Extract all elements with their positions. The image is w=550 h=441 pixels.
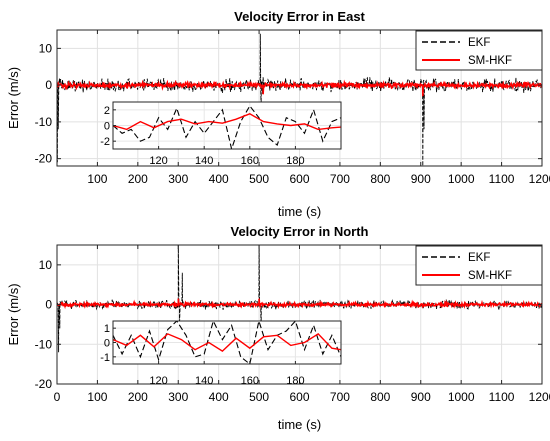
legend-box xyxy=(415,245,543,286)
inset-x-tick-label: 120 xyxy=(149,375,167,387)
x-tick-label: 700 xyxy=(330,172,350,186)
series-line-sm-hkf xyxy=(57,298,542,310)
x-tick-label: 500 xyxy=(249,390,269,404)
chart-panel-1: 1002003004005006007008009001000110012001… xyxy=(6,9,550,219)
y-tick-label: -10 xyxy=(35,115,53,129)
x-tick-label: 100 xyxy=(87,390,107,404)
x-tick-label: 1100 xyxy=(489,172,515,186)
inset-x-tick-label: 140 xyxy=(195,155,213,167)
x-tick-label: 0 xyxy=(54,390,61,404)
x-tick-label: 800 xyxy=(370,390,390,404)
y-axis-label: Error (m/s) xyxy=(6,67,21,129)
y-tick-label: 0 xyxy=(45,298,52,312)
inset-y-tick-label: 0 xyxy=(104,121,110,133)
inset-x-tick-label: 160 xyxy=(241,155,259,167)
legend-label-ekf: EKF xyxy=(468,252,490,264)
x-tick-label: 500 xyxy=(249,172,269,186)
legend-label-sm-hkf: SM-HKF xyxy=(468,55,512,67)
y-tick-label: -20 xyxy=(35,377,53,391)
x-tick-label: 1000 xyxy=(448,390,475,404)
chart-title: Velocity Error in North xyxy=(231,224,369,239)
inset-plot: 120 140 160 180 2 0 -2 xyxy=(100,101,342,167)
series-line-ekf xyxy=(57,245,542,353)
x-tick-label: 400 xyxy=(209,390,229,404)
x-tick-label: 600 xyxy=(289,390,309,404)
legend-label-ekf: EKF xyxy=(468,37,490,49)
legend-label-sm-hkf: SM-HKF xyxy=(468,270,512,282)
x-tick-label: 900 xyxy=(411,390,431,404)
x-axis-label: time (s) xyxy=(278,417,321,432)
inset-series-line-sm-hkf xyxy=(113,333,341,352)
series-line-sm-hkf xyxy=(57,79,542,97)
y-axis-label: Error (m/s) xyxy=(6,283,21,345)
inset-x-tick-label: 180 xyxy=(286,155,304,167)
x-tick-label: 200 xyxy=(128,390,148,404)
inset-y-tick-label: -2 xyxy=(100,136,110,148)
inset-series-line-ekf xyxy=(113,321,341,364)
inset-y-tick-label: 0 xyxy=(104,338,110,350)
x-tick-label: 1000 xyxy=(448,172,475,186)
chart-panel-2: 0100200300400500600700800900100011001200… xyxy=(6,224,550,432)
legend-box xyxy=(415,30,543,71)
y-tick-label: 0 xyxy=(45,78,52,92)
x-tick-label: 1200 xyxy=(529,172,550,186)
x-tick-label: 1200 xyxy=(529,390,550,404)
x-tick-label: 800 xyxy=(370,172,390,186)
legend: EKF SM-HKF xyxy=(415,245,543,286)
inset-x-tick-label: 160 xyxy=(241,375,259,387)
x-tick-label: 300 xyxy=(168,172,188,186)
x-tick-label: 200 xyxy=(128,172,148,186)
inset-series-line-sm-hkf xyxy=(113,113,341,131)
x-tick-label: 400 xyxy=(209,172,229,186)
inset-y-tick-label: 2 xyxy=(104,105,110,117)
x-tick-label: 100 xyxy=(87,172,107,186)
inset-plot: 120 140 160 180 1 0 -1 xyxy=(100,320,342,387)
x-tick-label: 600 xyxy=(289,172,309,186)
y-tick-label: 10 xyxy=(39,258,53,272)
x-tick-label: 700 xyxy=(330,390,350,404)
x-axis-label: time (s) xyxy=(278,204,321,219)
inset-y-tick-label: -1 xyxy=(100,352,110,364)
x-tick-label: 300 xyxy=(168,390,188,404)
y-tick-label: -10 xyxy=(35,337,53,351)
inset-y-tick-label: 1 xyxy=(104,323,110,335)
chart-title: Velocity Error in East xyxy=(234,9,365,24)
inset-series-line-ekf xyxy=(113,104,341,149)
x-tick-label: 1100 xyxy=(489,390,515,404)
x-tick-label: 900 xyxy=(411,172,431,186)
inset-x-tick-label: 140 xyxy=(195,375,213,387)
y-tick-label: 10 xyxy=(39,41,53,55)
inset-x-tick-label: 180 xyxy=(286,375,304,387)
legend: EKF SM-HKF xyxy=(415,30,543,71)
inset-x-tick-label: 120 xyxy=(149,155,167,167)
y-tick-label: -20 xyxy=(35,152,53,166)
